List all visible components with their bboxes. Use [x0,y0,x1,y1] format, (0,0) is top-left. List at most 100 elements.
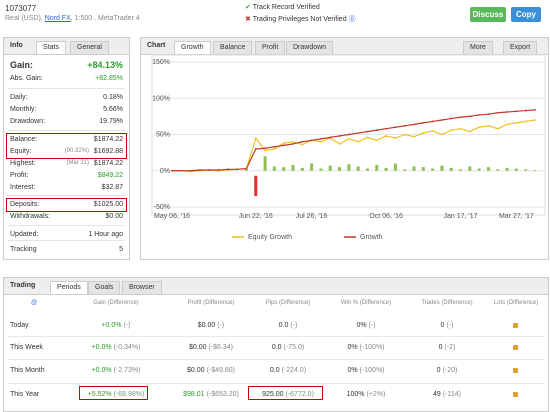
point [236,168,239,171]
row-label: Deposits: [10,201,40,208]
row-label: Tracking [10,246,37,253]
point [357,140,360,143]
cell-diff: (-2.73%) [113,367,141,374]
column-header: Lots (Difference) [493,300,539,306]
menu[interactable]: Export [503,41,538,54]
lock-icon [513,368,518,373]
cell: 0% (-) [321,322,411,329]
line [172,109,536,172]
cell-diff: (-100%) [359,344,385,351]
bar [338,167,342,171]
row-label: Drawdown: [10,118,46,125]
point [422,122,425,124]
point [385,135,387,137]
point [441,119,443,121]
row-label: Withdrawals: [10,213,51,220]
row-label: Profit: [10,172,29,179]
cell-diff: (+2%) [366,391,386,398]
legend-label: Equity Growth [248,234,292,241]
tab[interactable]: Goals [88,281,121,294]
lock-icon [513,345,518,350]
cell-value: 0% [347,344,358,351]
row-label: Equity: [10,148,32,155]
tab[interactable]: General [70,41,109,54]
cell-diff: (-224.0) [281,367,307,374]
cell-value: +0.0% [91,367,112,374]
row-label: Updated: [10,231,39,238]
cell-value: $98.01 [183,391,205,398]
point [506,123,508,126]
cell-diff: (-6772.0) [285,391,314,398]
panel-title: Chart [147,42,166,49]
row-label: Today [10,322,29,329]
bar [356,166,360,171]
tab[interactable]: Drawdown [286,41,334,54]
verified: ✖ Trading Privileges Not Verified ⓪ [245,16,356,23]
tab[interactable]: Growth [174,41,211,54]
tab[interactable]: Stats [36,41,66,54]
column-header: Win % (Difference) [340,300,392,306]
point [292,143,294,145]
point [347,133,350,136]
cell-value: 925.00 [262,391,284,398]
menu[interactable]: More [463,41,493,54]
separator [8,359,544,360]
cell-diff: (-2) [444,344,456,351]
cell-value: 0 [440,322,445,329]
point [394,137,397,140]
row-value: +82.85% [95,75,123,82]
row-label: Balance: [10,136,38,143]
point [366,130,369,133]
broker-link[interactable]: Nord FX [44,15,71,22]
cell: $0.00 (-) [166,322,256,329]
status: Trading Privileges Not Verified [252,16,347,23]
separator [8,195,125,196]
bar [403,169,407,171]
point [496,111,499,114]
point [171,169,173,172]
cell: 0 (-) [402,322,492,329]
separator [8,225,125,226]
bar [449,167,453,171]
row-note: (Mar 31) [66,160,89,166]
column-header: @ [30,300,38,306]
cell-value: 0.0 [271,344,282,351]
button[interactable]: Discuss [470,7,506,22]
tab[interactable]: Balance [213,41,253,54]
bar [254,175,258,197]
cell: 0 (-20) [402,367,492,374]
x-tick-label: Jan 17, '17 [444,213,478,220]
row-note: (90.32%) [64,148,89,154]
point [264,149,266,152]
bar [524,169,528,171]
panel-title: Info [10,42,23,49]
bar [263,156,267,171]
cell: $0.00 (-$49.80) [166,367,256,374]
cell-value: 0.0 [278,322,289,329]
point [487,113,490,116]
bar [310,163,314,171]
point [534,119,536,121]
cell: +0.0% (-) [71,322,161,329]
tab[interactable]: Periods [50,281,88,294]
point [450,129,453,132]
cell-diff: (-$49.80) [206,367,235,374]
row-label: Interest: [10,184,36,191]
point [441,133,443,136]
bar [384,167,388,171]
bar [440,165,444,171]
panel-title: Trading [10,282,36,289]
row-value: $1874.22 [93,136,123,143]
column-header: Profit (Difference) [187,300,235,306]
point [459,127,462,130]
tab[interactable]: Profit [255,41,286,54]
column-header: Trades (Difference) [421,300,473,306]
point [413,123,415,126]
bar [421,167,425,171]
button[interactable]: Copy [511,7,541,22]
bar [477,168,481,171]
cell: 925.00 (-6772.0) [243,391,333,398]
tab[interactable]: Browser [122,281,162,294]
bar [375,164,379,171]
y-tick-label: 100% [152,95,170,102]
